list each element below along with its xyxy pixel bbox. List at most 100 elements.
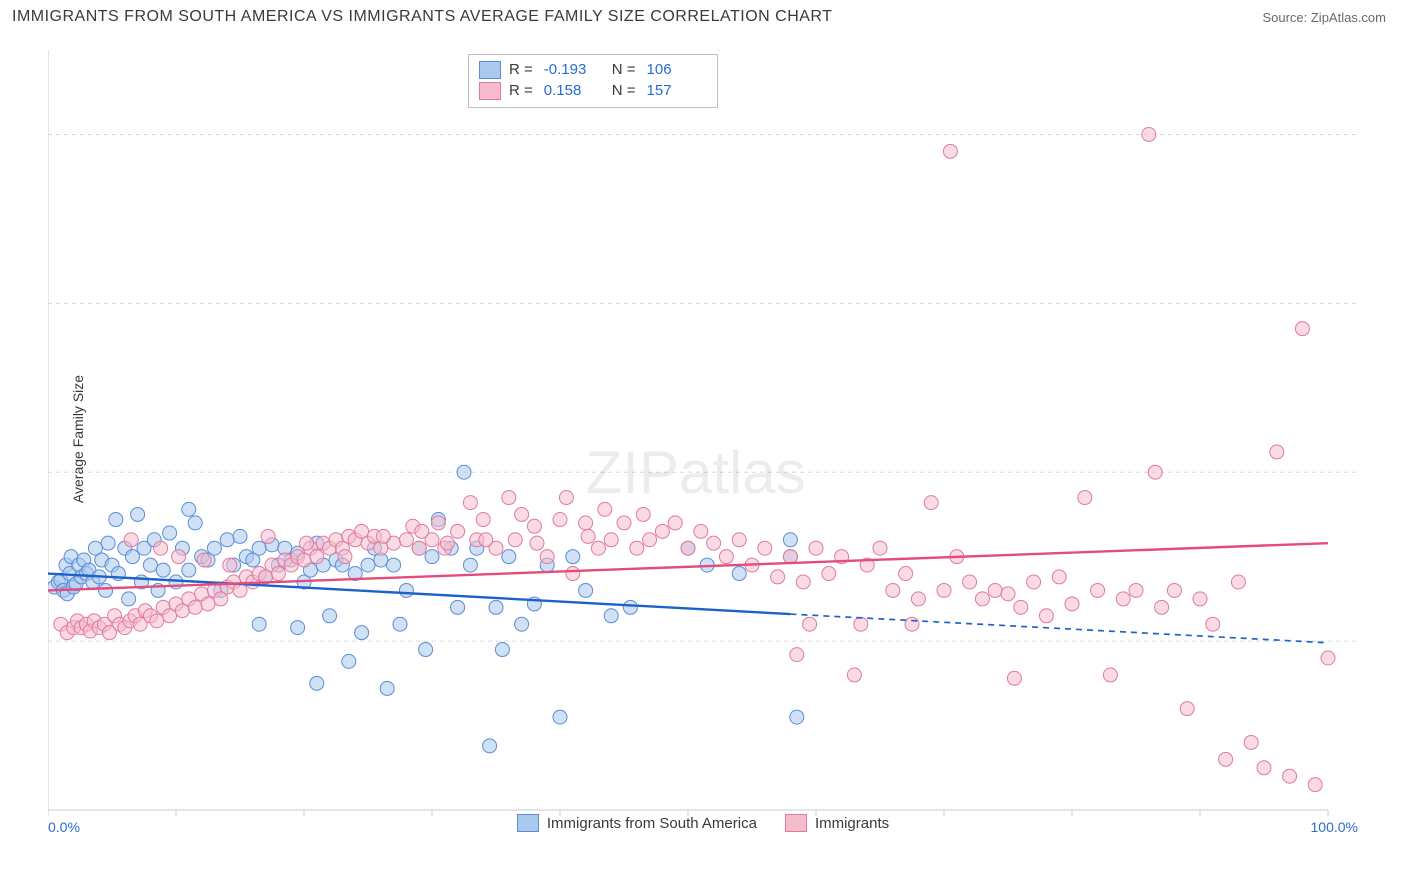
scatter-point [483,739,497,753]
scatter-point [771,570,785,584]
scatter-point [623,600,637,614]
scatter-point [310,676,324,690]
scatter-point [271,567,285,581]
scatter-point [109,513,123,527]
scatter-point [393,617,407,631]
scatter-point [527,519,541,533]
chart-title: IMMIGRANTS FROM SOUTH AMERICA VS IMMIGRA… [12,8,832,26]
y-axis-label: Average Family Size [70,375,86,503]
trend-line-extrapolated [790,614,1328,643]
scatter-point [790,710,804,724]
scatter-point [1244,735,1258,749]
scatter-point [796,575,810,589]
scatter-point [476,513,490,527]
scatter-point [963,575,977,589]
scatter-point [636,507,650,521]
scatter-plot: 3.004.005.006.000.0%100.0% [48,50,1358,846]
scatter-point [1116,592,1130,606]
r-value: 0.158 [544,80,604,101]
scatter-point [188,600,202,614]
scatter-point [988,583,1002,597]
scatter-point [323,609,337,623]
scatter-point [783,550,797,564]
scatter-point [790,648,804,662]
scatter-point [581,529,595,543]
scatter-point [822,567,836,581]
chart-area: Average Family Size 3.004.005.006.000.0%… [48,50,1358,828]
scatter-point [732,567,746,581]
scatter-point [182,502,196,516]
scatter-point [1193,592,1207,606]
source-name: ZipAtlas.com [1311,10,1386,25]
r-value: -0.193 [544,59,604,80]
chart-header: IMMIGRANTS FROM SOUTH AMERICA VS IMMIGRA… [0,0,1406,32]
scatter-point [1091,583,1105,597]
scatter-point [1065,597,1079,611]
scatter-point [261,529,275,543]
scatter-point [566,550,580,564]
scatter-point [1167,583,1181,597]
scatter-point [387,558,401,572]
legend-swatch [517,814,539,832]
scatter-point [694,524,708,538]
scatter-point [1039,609,1053,623]
scatter-point [419,643,433,657]
scatter-point [451,524,465,538]
scatter-point [361,558,375,572]
scatter-point [489,600,503,614]
scatter-point [604,609,618,623]
scatter-point [809,541,823,555]
scatter-point [310,550,324,564]
stats-row: R =-0.193N =106 [479,59,707,80]
scatter-point [1001,587,1015,601]
scatter-point [1219,752,1233,766]
scatter-point [163,526,177,540]
scatter-point [1148,465,1162,479]
scatter-point [399,583,413,597]
scatter-point [924,496,938,510]
n-label: N = [612,59,636,80]
legend-item: Immigrants from South America [517,814,757,832]
scatter-point [530,536,544,550]
source-prefix: Source: [1262,10,1310,25]
scatter-point [431,516,445,530]
scatter-point [591,541,605,555]
n-value: 157 [647,80,707,101]
legend-label: Immigrants [815,815,889,832]
scatter-point [479,533,493,547]
scatter-point [1295,322,1309,336]
scatter-point [1180,702,1194,716]
scatter-point [719,550,733,564]
n-value: 106 [647,59,707,80]
scatter-point [873,541,887,555]
scatter-point [937,583,951,597]
scatter-point [553,710,567,724]
scatter-point [338,550,352,564]
r-label: R = [509,80,533,101]
scatter-point [1206,617,1220,631]
scatter-point [463,558,477,572]
scatter-point [399,533,413,547]
scatter-point [495,643,509,657]
scatter-point [643,533,657,547]
scatter-point [425,550,439,564]
scatter-point [220,533,234,547]
scatter-point [783,533,797,547]
scatter-point [122,592,136,606]
scatter-point [1308,778,1322,792]
scatter-point [172,550,186,564]
stats-row: R = 0.158 N = 157 [479,80,707,101]
scatter-point [201,597,215,611]
scatter-point [376,529,390,543]
n-label: N = [612,80,636,101]
scatter-point [300,536,314,550]
scatter-point [854,617,868,631]
scatter-point [143,558,157,572]
scatter-point [197,553,211,567]
scatter-point [604,533,618,547]
scatter-point [707,536,721,550]
scatter-point [124,533,138,547]
scatter-point [502,491,516,505]
scatter-point [905,617,919,631]
scatter-point [342,654,356,668]
